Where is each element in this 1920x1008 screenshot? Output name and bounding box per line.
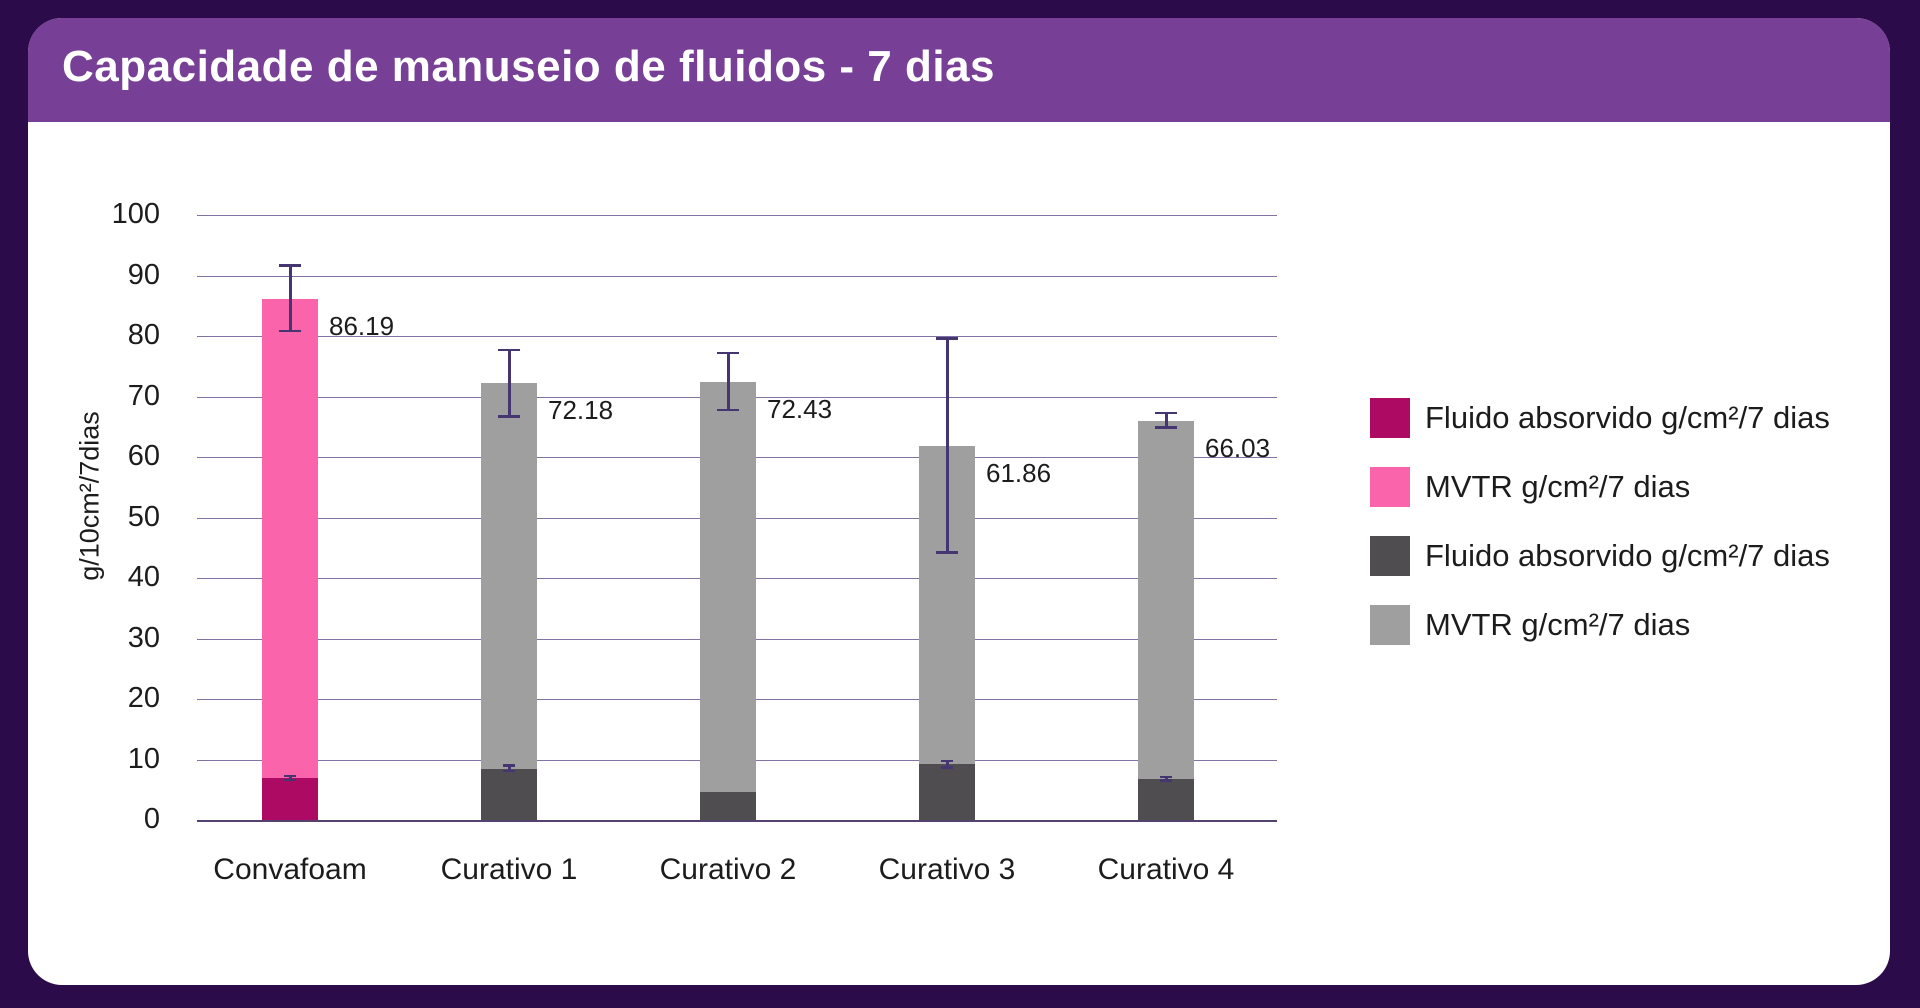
error-bar-cap bbox=[279, 264, 301, 267]
legend-label: Fluido absorvido g/cm²/7 dias bbox=[1425, 400, 1830, 435]
error-bar-line bbox=[946, 761, 949, 768]
error-bar-cap bbox=[1155, 411, 1177, 415]
bar-Curativo 1-fluido-absorvido-segment bbox=[481, 768, 537, 820]
error-bar-cap bbox=[284, 774, 296, 778]
error-bar-cap bbox=[941, 759, 953, 763]
legend-swatch-icon bbox=[1370, 605, 1410, 645]
error-bar-line bbox=[727, 353, 730, 411]
data-label-Curativo 3: 61.86 bbox=[986, 457, 1052, 488]
y-tick-label: 0 bbox=[143, 802, 160, 835]
gridline-100 bbox=[197, 215, 1277, 216]
error-bar-line bbox=[1165, 777, 1168, 781]
error-bar-line bbox=[289, 265, 292, 332]
y-tick-label: 80 bbox=[127, 318, 160, 351]
legend-label: Fluido absorvido g/cm²/7 dias bbox=[1425, 538, 1830, 573]
legend-label: MVTR g/cm²/7 dias bbox=[1425, 607, 1691, 642]
page-title: Capacidade de manuseio de fluidos - 7 di… bbox=[62, 42, 996, 91]
legend-swatch-icon bbox=[1370, 398, 1410, 438]
data-label-Curativo 1: 72.18 bbox=[548, 395, 614, 426]
error-bar-line bbox=[508, 350, 511, 417]
data-label-Convafoam: 86.19 bbox=[329, 310, 395, 341]
bar-Curativo 2-fluido-absorvido-segment bbox=[700, 792, 756, 820]
legend-item-2: Fluido absorvido g/cm²/7 dias bbox=[1370, 536, 1830, 576]
error-bar-cap bbox=[717, 408, 739, 412]
gridline-80 bbox=[197, 336, 1277, 337]
legend-swatch-icon bbox=[1370, 467, 1410, 507]
error-bar-cap bbox=[498, 348, 520, 352]
legend-item-3: MVTR g/cm²/7 dias bbox=[1370, 605, 1830, 645]
y-axis-title: g/10cm²/7dias bbox=[74, 411, 105, 581]
data-label-Curativo 4: 66.03 bbox=[1205, 432, 1271, 463]
data-label-Curativo 2: 72.43 bbox=[767, 393, 833, 424]
x-axis-label-Curativo 4: Curativo 4 bbox=[1097, 853, 1235, 886]
legend-item-1: MVTR g/cm²/7 dias bbox=[1370, 467, 1830, 507]
error-bar-line bbox=[946, 338, 949, 553]
error-bar-line bbox=[508, 765, 511, 772]
error-bar-cap bbox=[279, 329, 301, 333]
error-bar-line bbox=[1165, 413, 1168, 428]
bar-Curativo 4-mvtr-segment bbox=[1138, 420, 1194, 779]
y-tick-label: 50 bbox=[127, 500, 160, 533]
legend-item-0: Fluido absorvido g/cm²/7 dias bbox=[1370, 398, 1830, 438]
bar-Curativo 4-fluido-absorvido-segment bbox=[1138, 778, 1194, 820]
gridline-90 bbox=[197, 275, 1277, 277]
y-tick-label: 100 bbox=[111, 197, 160, 230]
x-axis-label-Convafoam: Convafoam bbox=[213, 853, 367, 886]
x-axis-label-Curativo 1: Curativo 1 bbox=[440, 853, 578, 886]
y-tick-label: 90 bbox=[127, 258, 160, 291]
error-bar-cap bbox=[1155, 426, 1177, 429]
chart-card: Capacidade de manuseio de fluidos - 7 di… bbox=[28, 18, 1890, 985]
gridline-0 bbox=[197, 820, 1277, 822]
error-bar-cap bbox=[284, 778, 296, 782]
bar-Convafoam-fluido-absorvido-segment bbox=[262, 778, 318, 820]
error-bar-line bbox=[289, 776, 292, 781]
plot-area: 0 10 20 30 40 50 60 70 80 90 100 86.19 Convafoam 72.1… bbox=[112, 199, 1277, 886]
legend-label: MVTR g/cm²/7 dias bbox=[1425, 469, 1691, 504]
y-tick-label: 60 bbox=[127, 439, 160, 472]
y-tick-label: 40 bbox=[127, 560, 160, 593]
error-bar-cap bbox=[1160, 779, 1172, 782]
x-axis-label-Curativo 2: Curativo 2 bbox=[659, 853, 797, 886]
error-bar-cap bbox=[936, 337, 958, 340]
bar-Curativo 3-fluido-absorvido-segment bbox=[919, 764, 975, 820]
error-bar-cap bbox=[1160, 775, 1172, 779]
x-axis-label-Curativo 3: Curativo 3 bbox=[878, 853, 1016, 886]
bar-Curativo 2-mvtr-segment bbox=[700, 381, 756, 793]
y-tick-label: 20 bbox=[127, 681, 160, 714]
error-bar-cap bbox=[503, 769, 515, 773]
y-tick-label: 70 bbox=[127, 379, 160, 412]
error-bar-cap bbox=[498, 415, 520, 418]
error-bar-cap bbox=[941, 766, 953, 769]
error-bar-cap bbox=[717, 351, 739, 355]
error-bar-cap bbox=[503, 764, 515, 767]
y-tick-label: 10 bbox=[127, 742, 160, 775]
bar-Convafoam-mvtr-segment bbox=[262, 298, 318, 779]
legend-swatch-icon bbox=[1370, 536, 1410, 576]
y-tick-label: 30 bbox=[127, 621, 160, 654]
bar-Curativo 1-mvtr-segment bbox=[481, 383, 537, 769]
legend: Fluido absorvido g/cm²/7 dias MVTR g/cm²/… bbox=[1370, 398, 1830, 645]
error-bar-cap bbox=[936, 551, 958, 554]
title-bar: Capacidade de manuseio de fluidos - 7 di… bbox=[28, 18, 1890, 122]
